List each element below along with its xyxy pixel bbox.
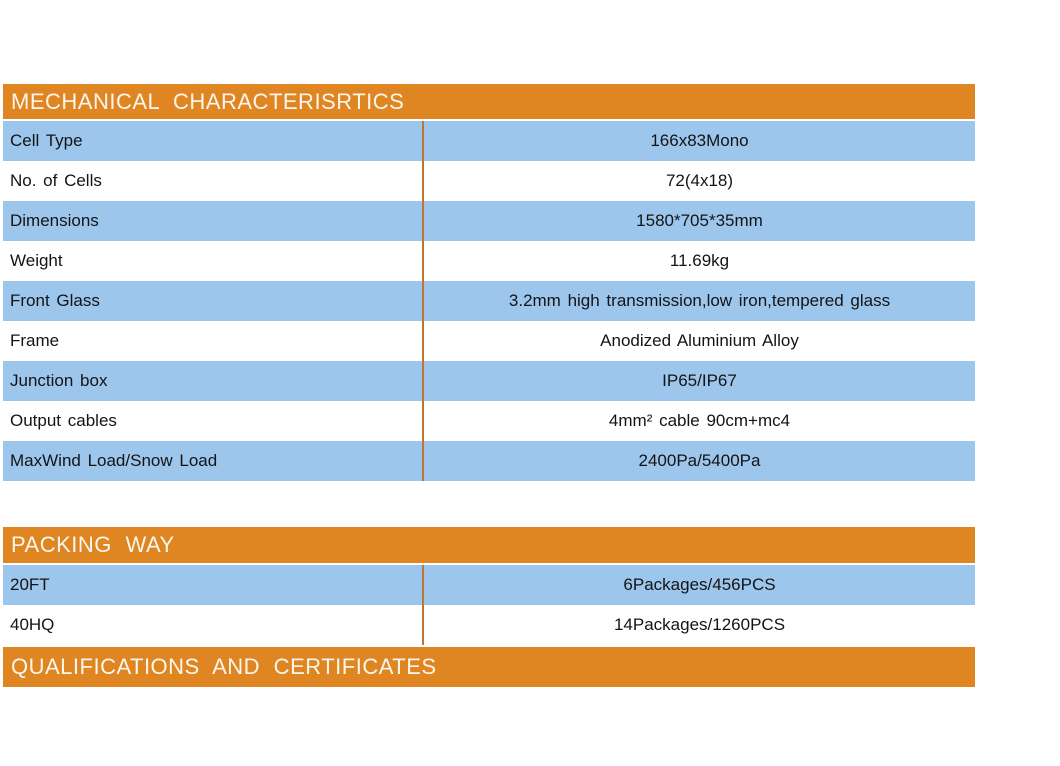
- row-label: Cell Type: [10, 131, 83, 150]
- table-row: Weight 11.69kg: [3, 241, 975, 281]
- section-qualifications-title: QUALIFICATIONS AND CERTIFICATES: [3, 647, 975, 687]
- table-row: 20FT 6Packages/456PCS: [3, 565, 975, 605]
- table-row: No. of Cells 72(4x18): [3, 161, 975, 201]
- row-label: 20FT: [10, 575, 50, 594]
- row-label: Weight: [10, 251, 63, 270]
- row-label: No. of Cells: [10, 171, 102, 190]
- column-divider: [422, 565, 424, 645]
- table-row: Dimensions 1580*705*35mm: [3, 201, 975, 241]
- row-value: 72(4x18): [665, 171, 734, 190]
- section-packing-title: PACKING WAY: [3, 527, 975, 563]
- spec-sheet: MECHANICAL CHARACTERISRTICS Cell Type 166…: [3, 84, 975, 687]
- row-label: Dimensions: [10, 211, 99, 230]
- row-value: 14Packages/1260PCS: [613, 615, 786, 634]
- row-label: Junction box: [10, 371, 108, 390]
- row-value: 6Packages/456PCS: [623, 575, 776, 594]
- section-packing: PACKING WAY 20FT 6Packages/456PCS 40HQ 14Pa…: [3, 527, 975, 645]
- row-value: Anodized Aluminium Alloy: [600, 331, 799, 350]
- table-row: Frame Anodized Aluminium Alloy: [3, 321, 975, 361]
- table-row: Junction box IP65/IP67: [3, 361, 975, 401]
- row-value: 11.69kg: [669, 251, 730, 270]
- row-value: 1580*705*35mm: [636, 211, 763, 230]
- table-row: 40HQ 14Packages/1260PCS: [3, 605, 975, 645]
- section-qualifications: QUALIFICATIONS AND CERTIFICATES: [3, 647, 975, 687]
- row-label: Front Glass: [10, 291, 100, 310]
- table-row: Output cables 4mm² cable 90cm+mc4: [3, 401, 975, 441]
- row-value: 3.2mm high transmission,low iron,tempere…: [508, 291, 891, 310]
- section-mechanical: MECHANICAL CHARACTERISRTICS Cell Type 166…: [3, 84, 975, 481]
- section-packing-rows: 20FT 6Packages/456PCS 40HQ 14Packages/1260P…: [3, 565, 975, 645]
- row-value: 4mm² cable 90cm+mc4: [608, 411, 791, 430]
- table-row: Cell Type 166x83Mono: [3, 121, 975, 161]
- row-label: 40HQ: [10, 615, 55, 634]
- row-value: 166x83Mono: [650, 131, 749, 150]
- table-row: Front Glass 3.2mm high transmission,low i…: [3, 281, 975, 321]
- table-row: MaxWind Load/Snow Load 2400Pa/5400Pa: [3, 441, 975, 481]
- section-mechanical-rows: Cell Type 166x83Mono No. of Cells 72(4x18) D…: [3, 121, 975, 481]
- row-label: Output cables: [10, 411, 117, 430]
- row-label: Frame: [10, 331, 60, 350]
- section-mechanical-title: MECHANICAL CHARACTERISRTICS: [3, 84, 975, 119]
- row-value: IP65/IP67: [662, 371, 737, 390]
- row-value: 2400Pa/5400Pa: [638, 451, 761, 470]
- column-divider: [422, 121, 424, 481]
- row-label: MaxWind Load/Snow Load: [10, 451, 218, 470]
